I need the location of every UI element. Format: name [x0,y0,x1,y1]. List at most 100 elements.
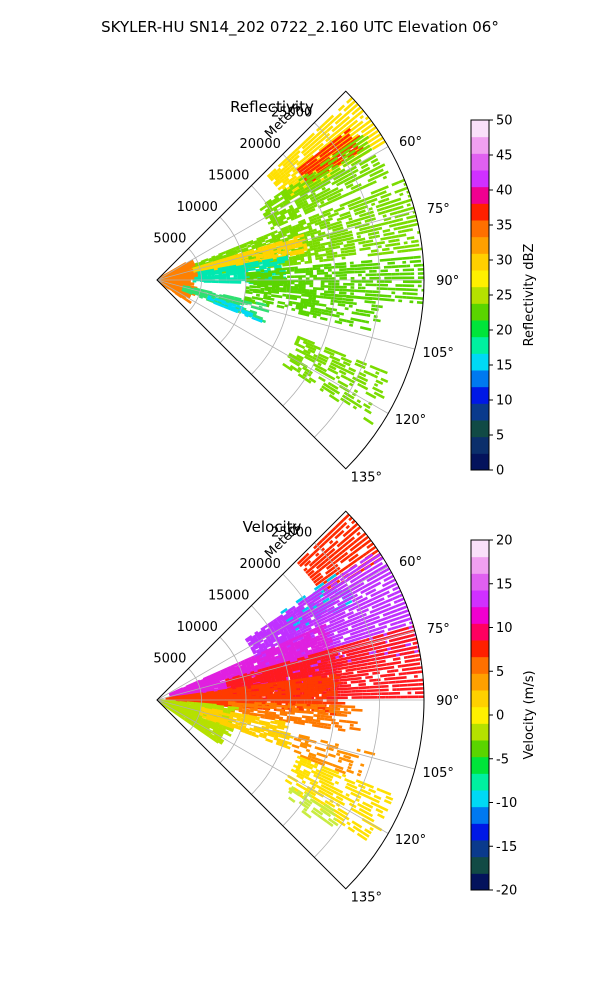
echo-gate [249,241,255,246]
echo-gate [252,680,257,684]
echo-gate [309,217,318,223]
echo-gate [407,617,412,621]
echo-gate [348,555,356,563]
echo-gate [262,252,267,257]
echo-gate [288,635,300,643]
echo-gate [240,299,253,305]
echo-gate [389,609,398,615]
echo-gate [251,733,260,738]
echo-gate [213,301,225,308]
echo-gate [295,595,307,604]
echo-gate [337,759,343,764]
echo-gate [276,665,288,671]
echo-gate [242,709,251,714]
azimuth-tick-label: 75° [427,202,450,217]
echo-gate [340,160,346,165]
echo-gate [372,633,384,640]
echo-gate [276,167,282,173]
echo-gate [286,213,298,221]
echo-gate [334,780,340,785]
echo-gate [362,166,371,173]
echo-gate [316,716,325,721]
echo-gate [316,616,328,624]
echo-gate [288,159,299,169]
echo-gate [277,721,286,726]
echo-gate [210,271,223,276]
echo-gate [314,140,322,147]
azimuth-tick-label: 135° [351,470,382,485]
echo-gate [355,563,367,572]
echo-gate [338,654,343,659]
echo-gate [327,367,339,375]
echo-gate [244,680,250,684]
echo-gate [401,228,410,233]
echo-gate [377,198,386,204]
echo-gate [287,790,293,795]
echo-gate [358,312,367,317]
colorbar-swatch [471,370,489,388]
echo-gate [320,577,326,582]
echo-gate [364,296,373,301]
echo-gate [301,660,310,665]
echo-gate [259,647,264,652]
echo-gate [286,231,299,238]
echo-gate [241,662,246,667]
echo-gate [260,629,272,638]
echo-gate [281,649,290,655]
colorbar-tick-label: -15 [496,840,517,855]
echo-gate [336,687,348,691]
echo-gate [304,639,310,644]
echo-gate [307,255,312,259]
echo-gate [275,286,287,291]
echo-gate [299,668,308,673]
echo-gate [333,813,345,822]
echo-gate [252,630,263,639]
echo-gate [395,238,400,242]
echo-gate [409,259,422,264]
echo-gate [365,550,371,555]
echo-gate [284,164,289,170]
echo-gate [284,778,293,786]
echo-gate [288,209,300,217]
echo-gate [301,715,314,720]
echo-gate [298,631,310,638]
echo-gate [328,173,336,180]
echo-gate [399,652,404,656]
echo-gate [274,675,283,680]
echo-gate [349,726,361,731]
echo-gate [292,764,301,770]
echo-gate [258,664,267,669]
echo-gate [245,682,254,687]
echo-gate [231,719,237,723]
echo-gate [266,620,275,627]
echo-gate [340,374,349,381]
echo-gate [365,588,377,596]
echo-gate [338,369,347,376]
echo-gate [361,319,366,323]
echo-gate [351,660,360,665]
echo-gate [265,302,270,306]
echo-gate [219,723,224,727]
echo-gate [330,594,342,603]
echo-gate [344,126,350,131]
echo-gate [262,642,274,650]
echo-gate [343,598,349,603]
echo-gate [297,366,303,371]
echo-gate [327,173,332,178]
echo-gate [309,569,320,579]
echo-gate [396,636,404,641]
echo-gate [262,707,271,711]
echo-gate [398,630,411,636]
echo-gate [381,581,390,588]
echo-gate [230,308,239,314]
echo-gate [347,826,356,833]
echo-gate [349,130,358,138]
echo-gate [292,248,305,254]
echo-gate [327,226,333,231]
echo-gate [314,607,319,612]
echo-gate [357,631,366,637]
echo-gate [262,671,274,677]
echo-gate [341,770,346,775]
echo-gate [315,768,327,776]
echo-gate [286,717,298,722]
